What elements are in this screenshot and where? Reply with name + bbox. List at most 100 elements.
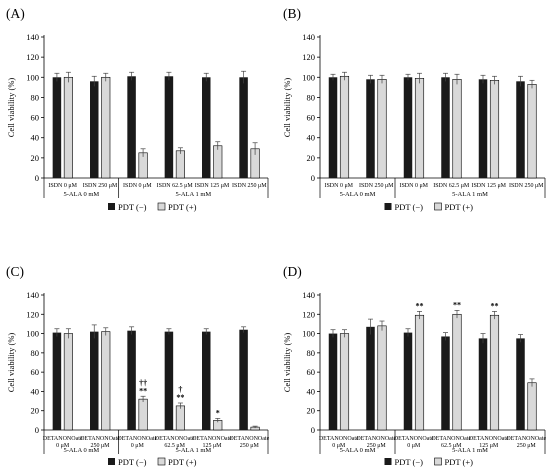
y-axis-label: Cell viability (%) xyxy=(282,78,292,138)
x-tick-label: DETANONOate xyxy=(192,436,232,442)
group-label: 5-ALA 0 mM xyxy=(340,191,376,198)
y-tick-label: 0 xyxy=(311,173,315,183)
y-tick-label: 100 xyxy=(26,329,39,339)
x-tick-label: ISDN 250 μM xyxy=(83,183,118,189)
y-tick-label: 20 xyxy=(307,153,316,163)
y-tick-label: 0 xyxy=(35,173,39,183)
legend-swatch-pos xyxy=(157,457,166,466)
bar-pdt-neg xyxy=(366,326,375,430)
bar-pdt-neg xyxy=(164,76,174,178)
bar-pdt-neg xyxy=(366,79,375,178)
group-label: 5-ALA 1 mM xyxy=(175,191,211,198)
legend-label-pos: PDT (+) xyxy=(445,457,474,467)
x-tick-label: 250 μM xyxy=(90,443,110,449)
legend-label-pos: PDT (+) xyxy=(445,202,474,212)
bar-pdt-neg xyxy=(52,77,62,178)
bar-pdt-pos xyxy=(489,314,500,431)
chart-panel-b: (B) Cell viability (%) 0 20 40 60 80 100 120 140 I… xyxy=(282,6,546,212)
legend-label-neg: PDT (−) xyxy=(118,202,147,212)
x-tick-label: DETANONOate xyxy=(506,436,546,442)
bar-pdt-pos xyxy=(377,79,387,179)
x-tick-label: 0 μM xyxy=(131,443,145,449)
bar-pdt-pos xyxy=(213,145,223,179)
x-tick-label: DETANONOate xyxy=(117,436,157,442)
x-tick-label: ISDN 0 μM xyxy=(48,183,77,189)
group-label: 5-ALA 0 mM xyxy=(63,447,99,454)
y-tick-label: 140 xyxy=(26,290,39,300)
legend-label-neg: PDT (−) xyxy=(395,202,424,212)
significance-mark: †† xyxy=(139,378,147,387)
x-tick-label: DETANONOate xyxy=(229,436,269,442)
x-tick-label: ISDN 250 μM xyxy=(359,183,394,189)
bar-pdt-neg xyxy=(202,331,211,430)
bar-pdt-pos xyxy=(101,76,111,179)
significance-mark: ** xyxy=(176,393,184,402)
x-tick-label: ISDN 62.5 μM xyxy=(433,183,470,189)
legend-swatch-neg xyxy=(108,458,115,465)
y-tick-label: 40 xyxy=(31,386,40,396)
x-tick-label: 250 μM xyxy=(367,443,387,449)
bar-pdt-pos xyxy=(138,398,148,431)
group-label: 5-ALA 1 mM xyxy=(175,447,211,454)
y-tick-label: 60 xyxy=(307,113,316,123)
bar-pdt-neg xyxy=(403,332,413,430)
bar-pdt-neg xyxy=(478,338,488,430)
bar-pdt-neg xyxy=(239,329,248,430)
bar-pdt-pos xyxy=(489,80,500,179)
bar-pdt-neg xyxy=(90,331,99,430)
panel-label: (A) xyxy=(6,6,25,21)
panel-label: (C) xyxy=(6,264,24,279)
group-label: 5-ALA 0 mM xyxy=(340,447,376,454)
significance-mark: ** xyxy=(453,300,461,309)
x-tick-label: ISDN 62.5 μM xyxy=(157,183,194,189)
bar-pdt-neg xyxy=(441,77,450,178)
legend-swatch-neg xyxy=(384,458,392,465)
bar-pdt-neg xyxy=(127,76,136,178)
bar-pdt-neg xyxy=(127,330,136,430)
y-tick-label: 120 xyxy=(26,52,39,62)
y-tick-label: 0 xyxy=(35,425,39,435)
y-axis-label: Cell viability (%) xyxy=(6,333,16,393)
x-tick-label: ISDN 250 μM xyxy=(509,183,544,189)
x-tick-label: 62.5 μM xyxy=(441,443,462,449)
y-tick-label: 60 xyxy=(307,367,316,377)
x-tick-label: 0 μM xyxy=(56,443,70,449)
bar-pdt-neg xyxy=(328,333,338,430)
y-tick-label: 80 xyxy=(307,348,316,358)
group-label: 5-ALA 0 mM xyxy=(63,191,99,198)
bar-pdt-pos xyxy=(339,75,350,179)
y-tick-label: 120 xyxy=(302,52,315,62)
bar-pdt-neg xyxy=(478,79,488,178)
x-tick-label: 125 μM xyxy=(479,443,499,449)
x-tick-label: DETANONOate xyxy=(319,436,359,442)
y-axis-label: Cell viability (%) xyxy=(282,333,292,393)
significance-mark: ** xyxy=(416,301,424,310)
y-tick-label: 20 xyxy=(31,406,40,416)
legend-label-pos: PDT (+) xyxy=(168,457,197,467)
y-tick-label: 0 xyxy=(311,425,315,435)
significance-mark: † xyxy=(178,385,182,394)
bar-pdt-pos xyxy=(339,333,350,431)
y-tick-label: 140 xyxy=(26,32,39,42)
legend-swatch-neg xyxy=(108,203,115,210)
bar-pdt-pos xyxy=(175,405,185,431)
x-tick-label: ISDN 125 μM xyxy=(471,183,506,189)
bar-pdt-pos xyxy=(377,325,387,431)
group-label: 5-ALA 1 mM xyxy=(452,447,488,454)
significance-mark: * xyxy=(216,408,220,417)
y-tick-label: 100 xyxy=(26,72,39,82)
x-tick-label: DETANONOate xyxy=(394,436,434,442)
x-tick-label: 250 μM xyxy=(240,443,260,449)
y-tick-label: 60 xyxy=(31,113,40,123)
bar-pdt-neg xyxy=(441,336,450,430)
x-tick-label: DETANONOate xyxy=(469,436,509,442)
bar-pdt-pos xyxy=(175,150,185,179)
legend-label-neg: PDT (−) xyxy=(395,457,424,467)
x-tick-label: DETANONOate xyxy=(80,436,120,442)
x-tick-label: ISDN 0 μM xyxy=(399,183,428,189)
bar-pdt-pos xyxy=(63,333,73,431)
y-tick-label: 80 xyxy=(31,348,40,358)
bar-pdt-neg xyxy=(403,77,413,178)
bar-pdt-pos xyxy=(527,382,537,431)
